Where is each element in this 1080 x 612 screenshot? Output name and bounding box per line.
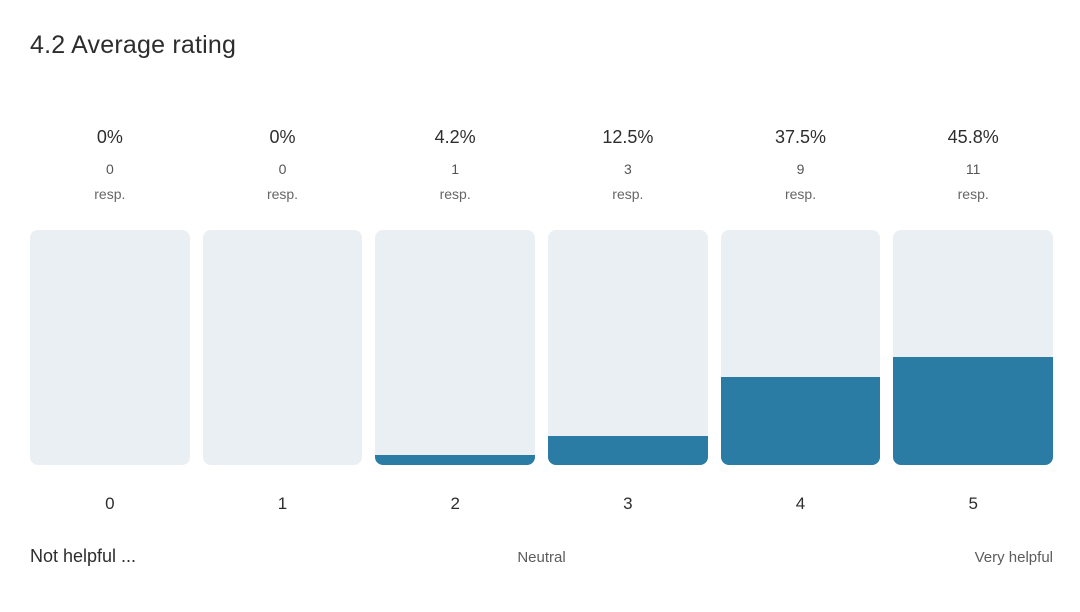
rating-column-4: 37.5% 9 resp. 4 (720, 127, 881, 514)
rating-column-2: 4.2% 1 resp. 2 (375, 127, 536, 514)
percent-label: 0% (269, 127, 296, 147)
rating-label: 0 (105, 494, 115, 513)
rating-column-1: 0% 0 resp. 1 (202, 127, 363, 514)
bar-fill (893, 357, 1054, 465)
bar-track (375, 230, 536, 465)
response-count: 9 (796, 161, 805, 177)
percent-label: 4.2% (434, 127, 476, 147)
rating-column-3: 12.5% 3 resp. 3 (548, 127, 708, 514)
bar-track (202, 230, 363, 465)
response-suffix: resp. (266, 186, 299, 202)
response-count: 0 (278, 161, 287, 177)
bar-fill (548, 435, 708, 465)
rating-label: 4 (795, 494, 806, 513)
response-suffix: resp. (957, 186, 989, 202)
chart-title: 4.2 Average rating (30, 31, 237, 59)
response-count: 3 (623, 161, 632, 177)
response-suffix: resp. (784, 186, 817, 202)
scale-label-low: Not helpful ... (30, 546, 137, 566)
rating-label: 1 (277, 494, 288, 513)
response-suffix: resp. (439, 186, 471, 202)
bar-track (720, 230, 881, 465)
percent-label: 0% (96, 127, 123, 147)
rating-label: 3 (623, 494, 633, 513)
response-count: 1 (451, 161, 460, 177)
percent-label: 12.5% (602, 127, 654, 147)
rating-column-5: 45.8% 11 resp. 5 (893, 127, 1054, 514)
rating-columns: 0% 0 resp. 0 0% 0 resp. 1 4.2% 1 resp. 2 (30, 127, 1054, 514)
rating-column-0: 0% 0 resp. 0 (30, 127, 190, 514)
bar-fill (375, 455, 536, 465)
scale-label-high: Very helpful (974, 549, 1053, 566)
bar-fill (720, 376, 881, 465)
rating-label: 5 (968, 494, 978, 513)
bar-track (893, 230, 1054, 465)
response-suffix: resp. (94, 186, 126, 202)
scale-annotations: Not helpful ... Neutral Very helpful (30, 546, 1053, 567)
bar-track (548, 230, 708, 465)
percent-label: 45.8% (947, 127, 999, 147)
percent-label: 37.5% (775, 127, 827, 147)
response-suffix: resp. (612, 186, 644, 202)
response-count: 11 (965, 161, 981, 177)
scale-label-neutral: Neutral (517, 549, 566, 566)
response-count: 0 (105, 161, 114, 177)
rating-label: 2 (450, 494, 460, 513)
bar-track (30, 230, 190, 465)
